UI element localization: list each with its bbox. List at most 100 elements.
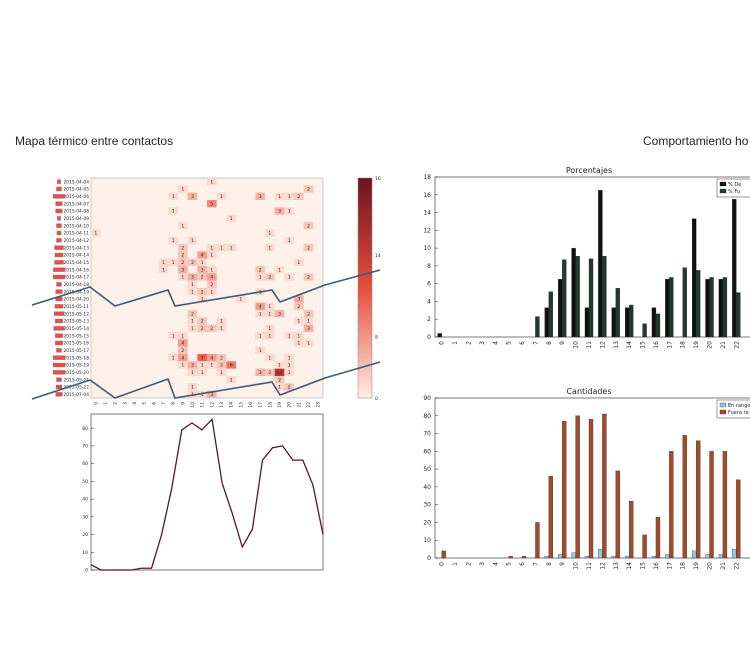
axis-break-line: [31, 361, 381, 400]
heatmap-cell-label: 1: [172, 333, 175, 339]
heatmap-cell-label: 1: [220, 194, 223, 200]
qty-chart-x-tick-label: 11: [586, 562, 593, 570]
heatmap-cell: [187, 317, 198, 325]
qty-chart-x-tick-label: 4: [492, 562, 499, 566]
heatmap-cell: [178, 339, 188, 347]
heatmap-cell: [265, 354, 275, 362]
heatmap-row-label: 2015-05-12: [63, 311, 89, 317]
heatmap-row-label: 2015-04-16: [63, 267, 89, 273]
pct-chart-x-tick-label: 4: [492, 341, 499, 345]
heatmap-col-label: 11: [200, 402, 206, 408]
heatmap-cell-label: 1: [201, 363, 204, 369]
heatmap-cell-label: 1: [259, 311, 262, 317]
pct-chart-x-tick-label: 10: [573, 341, 580, 349]
heatmap-row-label: 2015-04-11: [63, 231, 89, 237]
heatmap-cell-label: 1: [201, 260, 204, 266]
heatmap-cell: [91, 229, 101, 237]
heatmap-cell: [197, 361, 207, 369]
pct-chart-y-tick-label: 18: [423, 174, 431, 181]
row-summary-mark: [53, 274, 65, 280]
qty-chart-title: Cantidades: [566, 387, 611, 396]
pct-chart-bar: [709, 277, 714, 338]
heatmap-cell-label: 1: [278, 363, 281, 369]
heatmap-cell-label: 1: [297, 319, 300, 325]
qty-chart-x-tick-label: 21: [720, 562, 727, 570]
heatmap-cell-label: 1: [297, 333, 300, 339]
heatmap-cell-label: 1: [259, 333, 262, 339]
heatmap-col-label: 2: [113, 402, 119, 405]
heatmap-cell-label: 1: [210, 179, 213, 185]
line-y-tick-label: 70: [82, 444, 88, 450]
heatmap-cell: [207, 266, 217, 274]
heatmap-cell-label: 3: [191, 363, 194, 369]
heatmap-cell: [265, 229, 275, 237]
heatmap-cell-label: 2: [181, 253, 184, 259]
heatmap-row-label: 2015-05-11: [63, 304, 89, 310]
heatmap-cell: [303, 339, 314, 347]
heatmap-cell: [284, 332, 294, 340]
heatmap-cell: [265, 368, 275, 376]
heatmap-cell-label: 1: [191, 282, 194, 288]
qty-chart-y-tick-label: 70: [423, 431, 431, 438]
heatmap-cell: [274, 266, 285, 274]
heatmap-cell-label: 1: [307, 341, 310, 347]
heatmap-cell: [265, 302, 275, 310]
heatmap-cell: [303, 317, 314, 325]
pct-chart-bar: [669, 277, 674, 338]
pct-chart-x-tick-label: 16: [653, 341, 660, 349]
heatmap-cell: [178, 273, 188, 281]
heatmap-cell: [284, 368, 294, 376]
row-summary-mark: [56, 348, 62, 353]
pct-chart-y-tick-label: 2: [427, 316, 431, 323]
pct-chart-bar: [665, 279, 670, 338]
heatmap-cell: [178, 266, 188, 274]
heatmap-cell-label: 2: [297, 194, 300, 200]
heatmap-cell: [303, 222, 314, 230]
heatmap-cell-label: 4: [210, 275, 213, 281]
qty-chart-x-tick-label: 20: [707, 562, 714, 570]
heatmap-cell: [178, 185, 188, 193]
heatmap-row-label: 2015-04-14: [63, 253, 89, 259]
heatmap-cell-label: 2: [307, 187, 310, 193]
heatmap-cell: [284, 236, 294, 244]
row-summary-mark: [56, 223, 62, 228]
pct-chart-x-tick-label: 13: [613, 341, 620, 349]
heatmap-cell: [187, 273, 198, 281]
heatmap-cell: [187, 280, 198, 288]
pct-chart-bar: [651, 307, 657, 338]
qty-chart-bar: [535, 522, 540, 559]
heatmap-cell-label: 1: [172, 209, 175, 215]
qty-chart-bar: [441, 550, 446, 559]
heatmap-row-label: 2015-05-21: [63, 377, 89, 383]
heatmap-cell-label: 1: [230, 245, 233, 251]
pct-chart-x-tick-label: 9: [559, 341, 566, 345]
qty-chart-bar: [584, 556, 590, 559]
heatmap-col-label: 19: [277, 402, 283, 408]
qty-chart-bar: [629, 500, 634, 559]
heatmap-cell: [168, 207, 178, 215]
heatmap-cell-label: 1: [268, 333, 271, 339]
line-y-tick-label: 0: [85, 568, 88, 574]
heatmap-col-label: 15: [238, 402, 244, 408]
pct-chart-bar: [584, 307, 590, 338]
heatmap-cell-label: 2: [181, 245, 184, 251]
colorbar-tick-label: 8: [375, 334, 378, 340]
pct-chart-x-tick-label: 5: [506, 341, 513, 345]
heatmap-cell: [168, 258, 178, 266]
pct-chart-y-tick-label: 4: [427, 298, 431, 305]
heatmap-cell: [265, 332, 275, 340]
heatmap-cell: [255, 302, 265, 310]
heatmap-cell: [255, 310, 265, 318]
heatmap-cell-label: 1: [210, 289, 213, 295]
heatmap-cell: [226, 244, 236, 252]
heatmap-cell-label: 1: [201, 392, 204, 398]
heatmap-cell: [226, 376, 236, 384]
heatmap-cell-label: 1: [191, 319, 194, 325]
pct-chart-x-tick-label: 0: [439, 341, 446, 345]
heatmap-cell-label: 3: [181, 267, 184, 273]
qty-chart-x-tick-label: 8: [546, 562, 553, 566]
heatmap-cell-label: 1: [288, 363, 291, 369]
heatmap-cell-label: 1: [288, 370, 291, 376]
heatmap-cell-label: 3: [307, 326, 310, 332]
qty-chart-x-tick-label: 12: [599, 562, 606, 570]
